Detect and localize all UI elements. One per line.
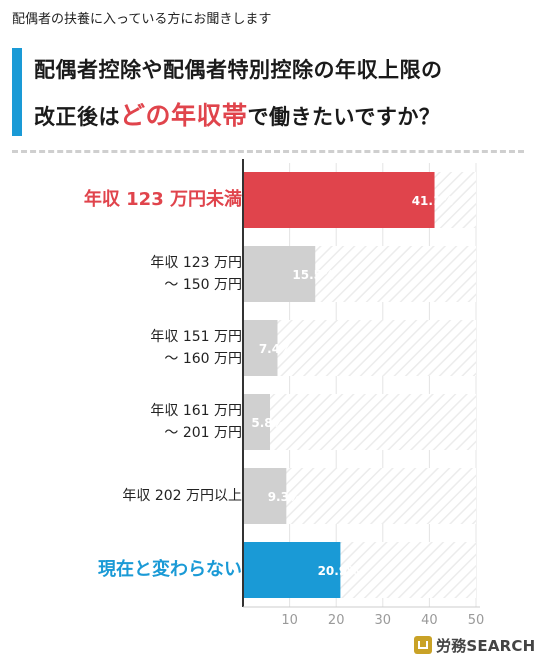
category-label-line: 年収 202 万円以上 (122, 488, 242, 504)
title-line-2: 改正後はどの年収帯で働きたいですか？ (34, 96, 440, 132)
category-label: 年収 202 万円以上 (122, 485, 242, 507)
category-label: 年収 161 万円 ～ 201 万円 (150, 400, 242, 444)
x-tick-label: 30 (375, 613, 392, 628)
category-label-line: 年収 123 万円 (150, 255, 242, 271)
category-label-line: ～ 150 万円 (164, 277, 242, 293)
bar (243, 320, 278, 376)
bar-track (243, 320, 476, 376)
data-label: 7.4% (259, 342, 292, 356)
category-label: 年収 123 万円未満 (84, 189, 242, 211)
brand-logo: 労務SEARCH (414, 634, 535, 656)
bar (243, 542, 341, 598)
bar (243, 468, 287, 524)
bar-track (243, 394, 476, 450)
x-tick-label: 10 (281, 613, 298, 628)
data-label: 9.3% (268, 490, 301, 504)
subtitle: 配偶者の扶養に入っている方にお聞きします (12, 12, 272, 27)
data-label: 20.9% (318, 564, 360, 578)
category-label: 年収 123 万円 ～ 150 万円 (150, 252, 242, 296)
title-accent-bar (12, 48, 22, 136)
x-tick-label: 40 (421, 613, 438, 628)
category-label-line: ～ 160 万円 (164, 351, 242, 367)
data-label: 5.8% (251, 416, 284, 430)
category-label-line: 年収 161 万円 (150, 403, 242, 419)
title-separator (12, 150, 524, 153)
data-label: 15.5% (292, 268, 334, 282)
title-emphasis: どの年収帯 (120, 101, 248, 130)
x-tick-label: 20 (328, 613, 345, 628)
category-label-line: 年収 151 万円 (150, 329, 242, 345)
x-tick-label: 50 (468, 613, 485, 628)
bar (243, 394, 271, 450)
category-label-line: 年収 123 万円未満 (83, 189, 242, 210)
brand-name: 労務SEARCH (436, 636, 536, 655)
title-suffix: で働きたいですか？ (247, 105, 441, 129)
bar (243, 172, 435, 228)
category-label: 現在と変わらない (98, 559, 242, 581)
bar (243, 246, 316, 302)
title-prefix: 改正後は (34, 105, 120, 129)
title-line-1: 配偶者控除や配偶者特別控除の年収上限の (34, 58, 443, 82)
category-label-line: ～ 201 万円 (164, 425, 242, 441)
data-label: 41.1% (412, 194, 454, 208)
category-label: 年収 151 万円 ～ 160 万円 (150, 326, 242, 370)
title-block: 配偶者控除や配偶者特別控除の年収上限の 改正後はどの年収帯で働きたいですか？ (12, 48, 524, 136)
book-icon (414, 636, 432, 654)
category-label-line: 現在と変わらない (98, 559, 242, 580)
